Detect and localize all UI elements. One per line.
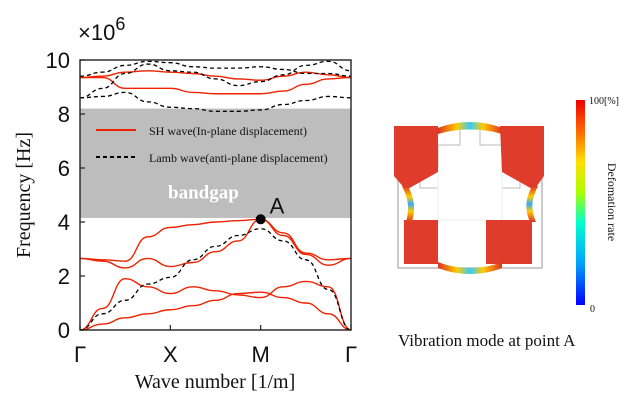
lamb-wave-branch-10 — [79, 60, 352, 77]
y-axis-label: Frequency [Hz] — [13, 132, 35, 258]
x-tick-label: M — [252, 342, 270, 367]
mode-shape — [394, 122, 544, 274]
y-tick-label: 4 — [58, 210, 70, 235]
x-tick-label: Γ — [345, 342, 357, 367]
sh-wave-branch-1 — [79, 291, 352, 331]
mode-caption: Vibration mode at point A — [398, 331, 576, 350]
ticks-layer: 0 2 4 6 8 10 Γ X M Γ — [46, 48, 358, 367]
series-layer — [79, 60, 352, 331]
bandgap-region — [80, 108, 351, 218]
plot-frame — [79, 59, 352, 331]
colorbar-max-label: 100[%] — [589, 96, 619, 107]
y-tick-label: 0 — [58, 318, 70, 343]
colorbar-label: Defomation rate — [605, 163, 619, 241]
colorbar — [576, 100, 585, 305]
legend: SH wave(In-plane displacement) Lamb wave… — [96, 124, 328, 165]
bandgap-label: bandgap — [168, 182, 239, 203]
lamb-wave-branch-8 — [79, 91, 352, 112]
y-tick-label: 8 — [58, 102, 70, 127]
dispersion-chart: bandgap 0 2 4 6 8 10 Γ X M Γ SH wave(In-plane dis… — [13, 14, 358, 393]
point-a-label: A — [270, 193, 285, 218]
y-tick-label: 10 — [46, 48, 70, 73]
lamb-wave-branch-9 — [79, 60, 352, 99]
sh-wave-branch-6 — [79, 70, 352, 81]
x-tick-label: Γ — [74, 342, 86, 367]
legend-label-sh: SH wave(In-plane displacement) — [149, 124, 307, 138]
y-multiplier: ×106 — [78, 14, 125, 45]
y-tick-label: 2 — [58, 264, 70, 289]
legend-label-lamb: Lamb wave(anti-plane displacement) — [149, 151, 328, 165]
sh-wave-branch-2 — [79, 277, 352, 331]
sh-wave-branch-4 — [79, 218, 352, 262]
colorbar-min-label: 0 — [590, 304, 595, 315]
lamb-wave-branch-7 — [79, 228, 352, 331]
sh-wave-branch-3 — [79, 218, 352, 269]
vibration-mode-panel: 100[%] 0 Defomation rate — [394, 96, 619, 315]
x-axis-label: Wave number [1/m] — [135, 371, 296, 393]
x-tick-label: X — [163, 342, 178, 367]
point-a-marker — [255, 214, 266, 225]
y-tick-label: 6 — [58, 156, 70, 181]
sh-wave-branch-5 — [80, 76, 352, 95]
